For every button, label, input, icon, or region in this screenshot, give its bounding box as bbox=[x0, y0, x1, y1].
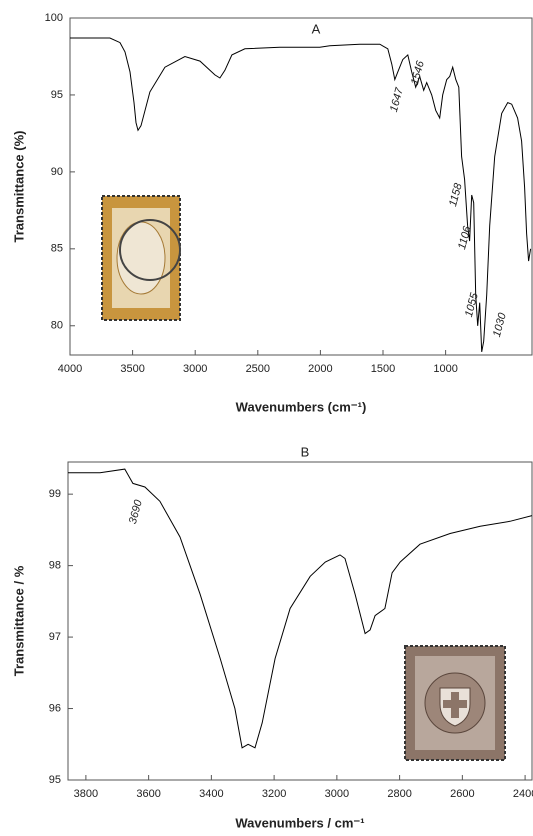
chart-title: A bbox=[312, 21, 321, 36]
y-axis-title: Transmittance / % bbox=[11, 565, 26, 676]
x-tick-label: 2500 bbox=[246, 363, 270, 375]
spectrum-line bbox=[68, 468, 533, 749]
x-tick-label: 1500 bbox=[371, 363, 395, 375]
y-tick-label: 95 bbox=[51, 89, 63, 101]
y-tick-label: 90 bbox=[51, 166, 63, 178]
y-axis-title: Transmittance (%) bbox=[11, 131, 26, 243]
plot-frame bbox=[69, 17, 533, 356]
y-tick-label: 96 bbox=[49, 702, 61, 714]
x-tick-label: 3500 bbox=[120, 363, 144, 375]
x-tick-label: 3000 bbox=[183, 363, 207, 375]
x-tick-label: 2400 bbox=[513, 788, 533, 800]
x-tick-label: 3800 bbox=[74, 788, 98, 800]
x-tick-label: 3600 bbox=[136, 788, 160, 800]
peak-annotation: 1030 bbox=[491, 311, 509, 339]
stamp-a bbox=[101, 195, 181, 321]
y-tick-label: 98 bbox=[49, 560, 61, 572]
plot-frame bbox=[67, 461, 533, 781]
x-tick-label: 4000 bbox=[58, 363, 82, 375]
chart-title: B bbox=[301, 444, 310, 459]
stamp-b bbox=[404, 645, 506, 761]
x-tick-label: 2600 bbox=[450, 788, 474, 800]
spectrum-line bbox=[70, 37, 532, 352]
y-tick-label: 97 bbox=[49, 631, 61, 643]
peak-annotation: 3690 bbox=[127, 498, 145, 526]
x-tick-label: 2000 bbox=[308, 363, 332, 375]
x-axis-title: Wavenumbers (cm⁻¹) bbox=[236, 399, 367, 414]
x-tick-label: 1000 bbox=[433, 363, 457, 375]
peak-annotation: 1106 bbox=[456, 224, 474, 251]
x-tick-label: 3400 bbox=[199, 788, 223, 800]
x-tick-label: 2800 bbox=[387, 788, 411, 800]
y-tick-label: 95 bbox=[49, 774, 61, 786]
x-tick-label: 3200 bbox=[262, 788, 286, 800]
x-tick-label: 3000 bbox=[325, 788, 349, 800]
y-tick-label: 80 bbox=[51, 320, 63, 332]
x-axis-title: Wavenumbers / cm⁻¹ bbox=[235, 815, 364, 830]
peak-annotation: 1546 bbox=[409, 59, 427, 87]
y-tick-label: 100 bbox=[45, 12, 63, 24]
y-tick-label: 99 bbox=[49, 488, 61, 500]
y-tick-label: 85 bbox=[51, 243, 63, 255]
peak-annotation: 1647 bbox=[388, 86, 406, 114]
peak-annotation: 1158 bbox=[447, 181, 465, 208]
